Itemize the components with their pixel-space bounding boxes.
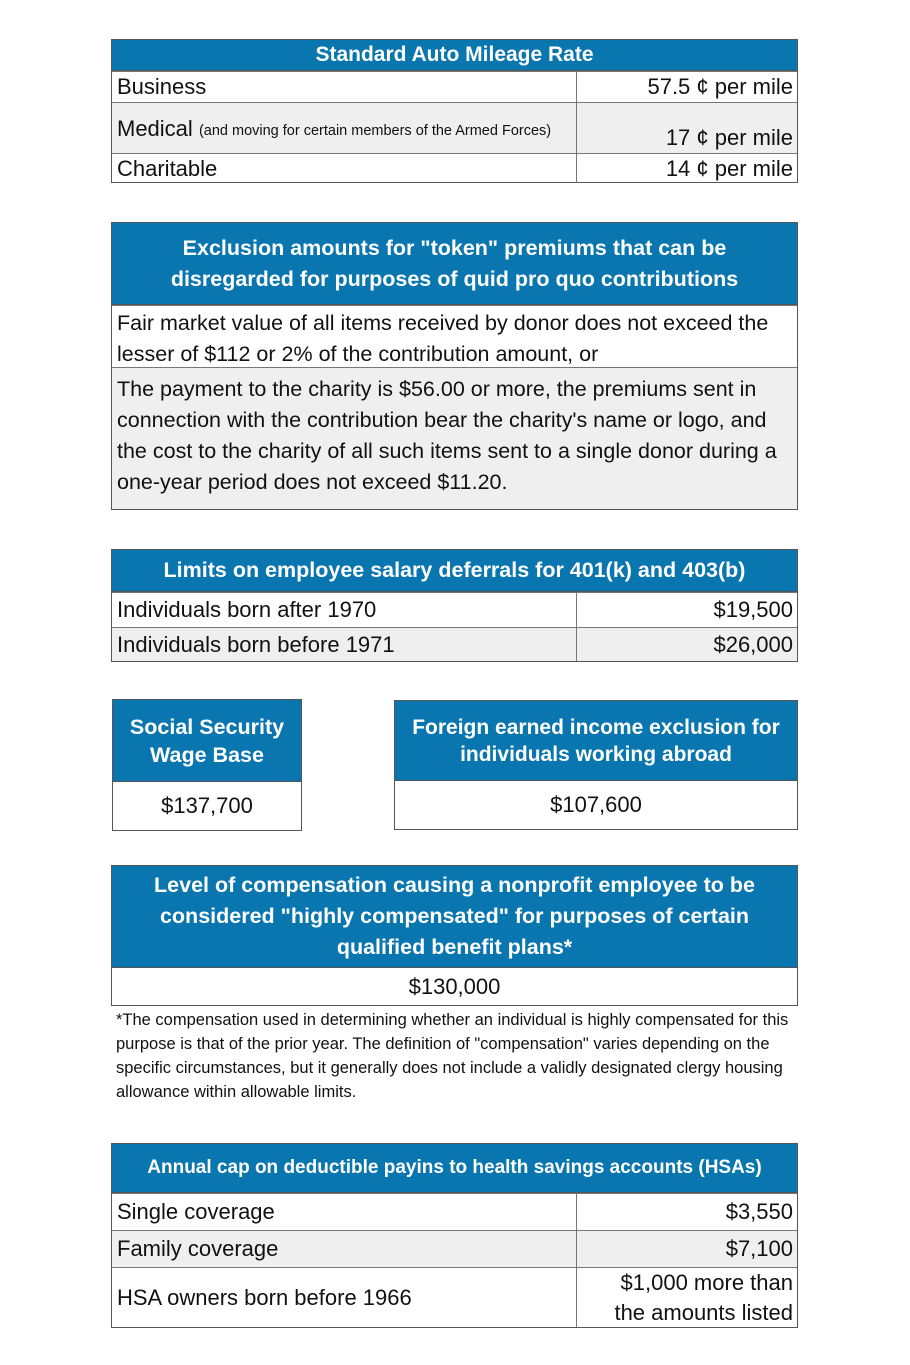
social-security-box: Social Security Wage Base $137,700 [112, 699, 302, 831]
table-row: Family coverage $7,100 [112, 1230, 797, 1267]
row-value: $1,000 more than the amounts listed [614, 1269, 793, 1325]
hsa-title: Annual cap on deductible payins to healt… [112, 1144, 797, 1193]
exclusion-title: Exclusion amounts for "token" premiums t… [112, 223, 797, 305]
row-value: $19,500 [713, 597, 793, 622]
row-label: Family coverage [112, 1231, 577, 1267]
row-label: HSA owners born before 1966 [112, 1268, 577, 1327]
mileage-title: Standard Auto Mileage Rate [112, 40, 797, 71]
table-row: Individuals born before 1971 $26,000 [112, 627, 797, 661]
table-row: The payment to the charity is $56.00 or … [112, 367, 797, 509]
table-row: Medical (and moving for certain members … [112, 102, 797, 153]
hsa-table: Annual cap on deductible payins to healt… [111, 1143, 798, 1328]
highly-compensated-title: Level of compensation causing a nonprofi… [112, 866, 797, 968]
deferrals-title: Limits on employee salary deferrals for … [112, 550, 797, 592]
row-label: Single coverage [112, 1194, 577, 1230]
foreign-income-box: Foreign earned income exclusion for indi… [394, 700, 798, 830]
exclusion-condition: Fair market value of all items received … [117, 311, 769, 366]
row-value: $26,000 [713, 631, 793, 657]
table-row: Single coverage $3,550 [112, 1193, 797, 1230]
highly-compensated-value: $130,000 [408, 973, 501, 999]
row-value: 17 ¢ per mile [665, 125, 793, 150]
row-label: Medical [117, 116, 193, 141]
highly-compensated-table: Level of compensation causing a nonprofi… [111, 865, 798, 1006]
row-label: Individuals born after 1970 [112, 593, 577, 627]
footnote: *The compensation used in determining wh… [116, 1011, 789, 1101]
social-security-value: $137,700 [161, 793, 253, 818]
row-value: 14 ¢ per mile [665, 155, 793, 181]
table-row: Charitable 14 ¢ per mile [112, 153, 797, 183]
row-label-cell: Medical (and moving for certain members … [112, 103, 577, 153]
table-row: Business 57.5 ¢ per mile [112, 71, 797, 102]
exclusion-table: Exclusion amounts for "token" premiums t… [111, 222, 798, 510]
exclusion-condition: The payment to the charity is $56.00 or … [117, 377, 777, 494]
table-row: Individuals born after 1970 $19,500 [112, 592, 797, 627]
social-security-title: Social Security Wage Base [113, 700, 301, 782]
foreign-income-title: Foreign earned income exclusion for indi… [395, 701, 797, 781]
row-note: (and moving for certain members of the A… [198, 123, 552, 139]
row-label: Individuals born before 1971 [112, 628, 577, 661]
row-value: $7,100 [725, 1236, 793, 1261]
row-label: Business [112, 72, 577, 102]
deferrals-table: Limits on employee salary deferrals for … [111, 549, 798, 662]
mileage-table: Standard Auto Mileage Rate Business 57.5… [111, 39, 798, 183]
row-label: Charitable [112, 154, 577, 183]
table-row: Fair market value of all items received … [112, 305, 797, 367]
foreign-income-value: $107,600 [550, 792, 642, 817]
row-value: 57.5 ¢ per mile [647, 74, 793, 99]
table-row: HSA owners born before 1966 $1,000 more … [112, 1267, 797, 1327]
row-value: $3,550 [725, 1199, 793, 1224]
